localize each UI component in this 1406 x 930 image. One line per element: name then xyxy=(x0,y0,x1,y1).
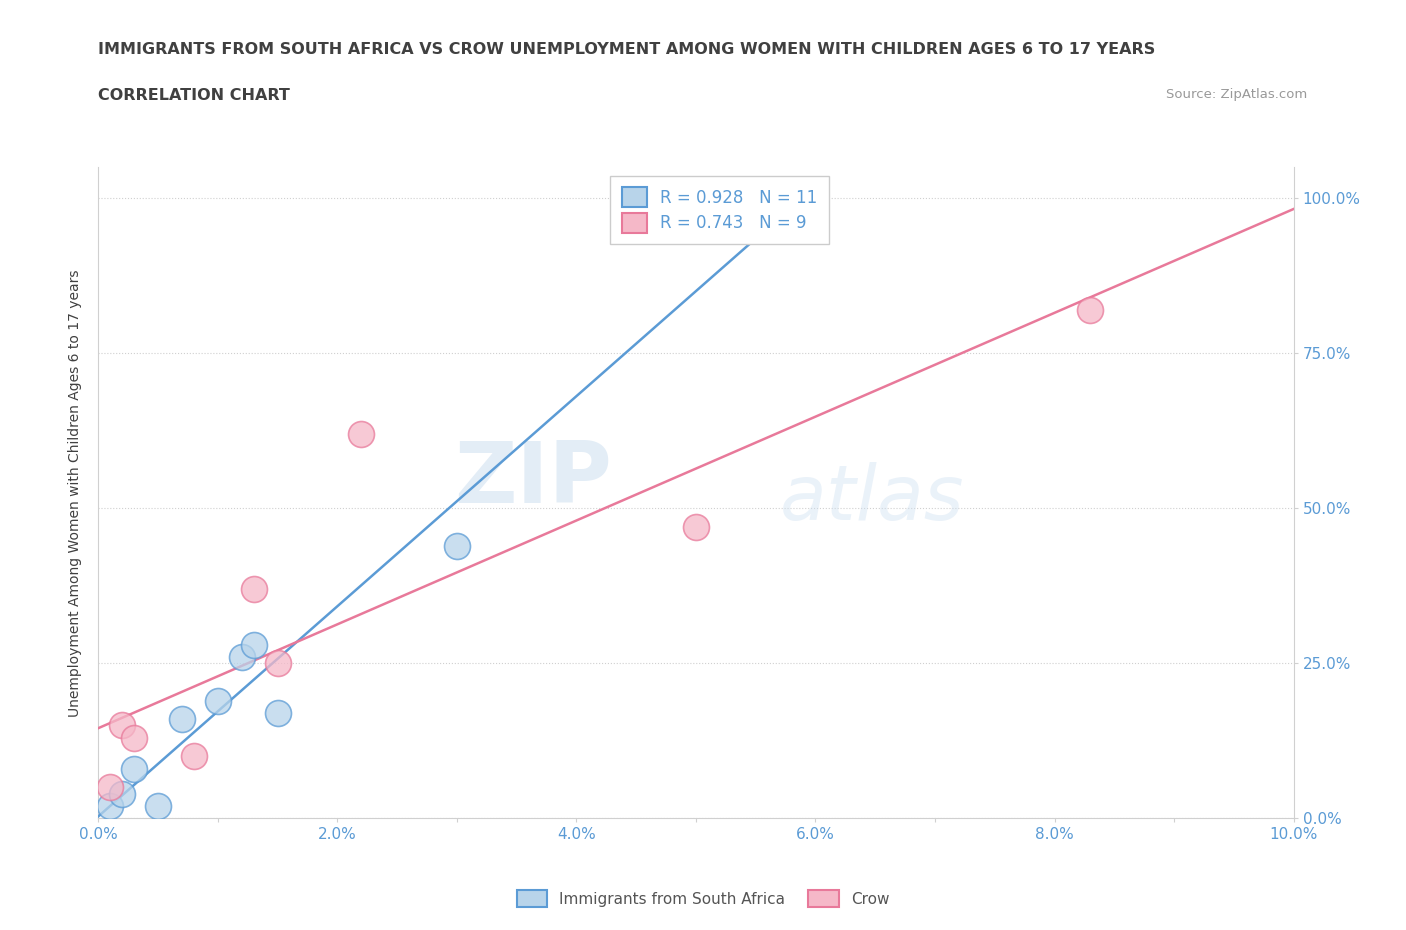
Point xyxy=(111,718,134,733)
Point xyxy=(111,786,134,801)
Point xyxy=(183,749,205,764)
Point xyxy=(124,730,146,745)
Point xyxy=(745,209,768,224)
Point xyxy=(172,711,194,726)
Text: atlas: atlas xyxy=(779,462,965,537)
Text: IMMIGRANTS FROM SOUTH AFRICA VS CROW UNEMPLOYMENT AMONG WOMEN WITH CHILDREN AGES: IMMIGRANTS FROM SOUTH AFRICA VS CROW UNE… xyxy=(98,42,1156,57)
Point xyxy=(231,650,253,665)
Point xyxy=(124,762,146,777)
Point xyxy=(267,706,290,721)
Text: Source: ZipAtlas.com: Source: ZipAtlas.com xyxy=(1167,88,1308,101)
Point xyxy=(685,520,707,535)
Point xyxy=(98,780,122,795)
Point xyxy=(243,581,266,596)
Point xyxy=(350,427,373,442)
Point xyxy=(148,799,170,814)
Legend: Immigrants from South Africa, Crow: Immigrants from South Africa, Crow xyxy=(510,884,896,913)
Point xyxy=(243,637,266,652)
Point xyxy=(1080,302,1102,317)
Legend: R = 0.928   N = 11, R = 0.743   N = 9: R = 0.928 N = 11, R = 0.743 N = 9 xyxy=(610,176,830,245)
Point xyxy=(207,693,229,708)
Point xyxy=(446,538,468,553)
Text: ZIP: ZIP xyxy=(454,438,613,522)
Point xyxy=(98,799,122,814)
Y-axis label: Unemployment Among Women with Children Ages 6 to 17 years: Unemployment Among Women with Children A… xyxy=(69,269,83,717)
Point xyxy=(267,656,290,671)
Text: CORRELATION CHART: CORRELATION CHART xyxy=(98,88,290,103)
